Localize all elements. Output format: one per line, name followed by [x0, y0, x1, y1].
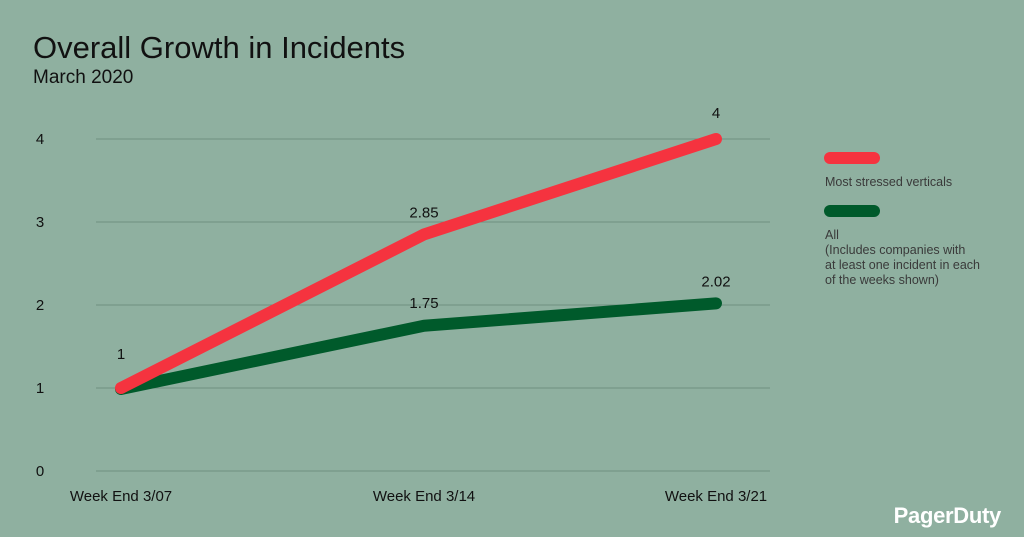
data-label: 4 — [712, 105, 720, 122]
gridlines — [96, 138, 770, 472]
legend-label: Most stressed verticals — [825, 175, 952, 189]
data-label: 2.02 — [701, 273, 730, 290]
pagerduty-logo: PagerDuty — [894, 503, 1002, 528]
y-tick-label: 1 — [36, 380, 44, 397]
x-tick-label: Week End 3/14 — [373, 488, 475, 505]
data-label: 2.85 — [409, 204, 438, 221]
chart-title: Overall Growth in Incidents — [33, 30, 405, 65]
series-line-0 — [115, 133, 722, 394]
x-tick-label: Week End 3/07 — [70, 488, 172, 505]
chart-subtitle: March 2020 — [33, 67, 133, 88]
y-tick-label: 2 — [36, 297, 44, 314]
x-tick-label: Week End 3/21 — [665, 488, 767, 505]
data-label: 1 — [117, 346, 125, 363]
legend: Most stressed verticals All (Includes comp… — [824, 152, 980, 287]
y-tick-label: 4 — [36, 131, 44, 148]
x-axis-ticks: Week End 3/07 Week End 3/14 Week End 3/21 — [70, 488, 767, 505]
legend-label: All (Includes companies with at least one … — [825, 228, 980, 287]
y-tick-label: 3 — [36, 214, 44, 231]
series-lines — [115, 133, 722, 395]
y-axis-ticks: 0 1 2 3 4 — [36, 131, 44, 480]
data-label: 1.75 — [409, 295, 438, 312]
y-tick-label: 0 — [36, 463, 44, 480]
data-labels: 1 2.85 4 1.75 2.02 — [117, 105, 731, 363]
